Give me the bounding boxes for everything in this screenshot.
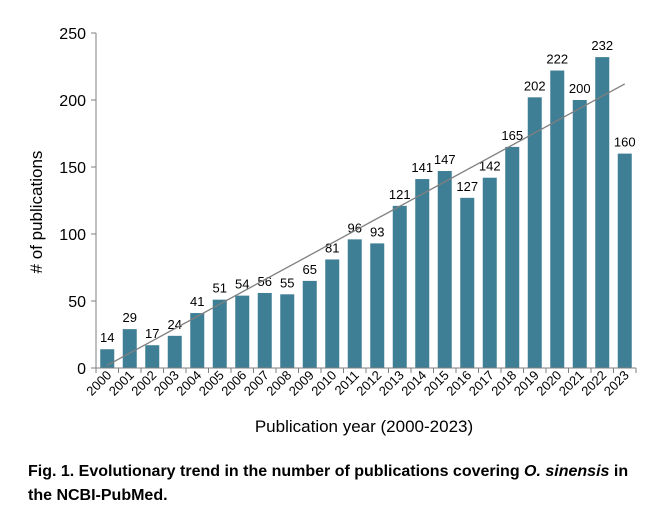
bar	[347, 239, 362, 368]
bar	[167, 335, 182, 368]
x-axis-ticks: 2000200120022003200420052006200720082009…	[83, 368, 637, 399]
bar	[392, 205, 407, 368]
data-label: 55	[280, 275, 294, 290]
data-label: 200	[569, 81, 591, 96]
bars	[100, 57, 632, 369]
bar	[505, 146, 520, 368]
data-label: 127	[456, 179, 478, 194]
bar	[370, 243, 385, 368]
bar	[122, 329, 137, 368]
bar	[190, 313, 205, 368]
caption-species: O. sinensis	[524, 463, 610, 480]
bar	[617, 153, 632, 368]
data-label: 222	[546, 52, 568, 67]
data-label: 14	[100, 330, 114, 345]
data-label: 160	[614, 135, 636, 150]
data-label: 24	[168, 317, 182, 332]
data-label: 41	[190, 294, 204, 309]
figure-caption: Fig. 1. Evolutionary trend in the number…	[28, 460, 643, 508]
y-tick-label: 250	[59, 26, 86, 43]
data-label: 142	[479, 159, 501, 174]
data-label: 141	[411, 160, 433, 175]
data-label: 65	[303, 262, 317, 277]
data-label: 232	[591, 38, 613, 53]
data-label: 96	[348, 220, 362, 235]
y-tick-label: 200	[59, 93, 86, 110]
bar	[550, 70, 565, 369]
bar	[145, 345, 160, 368]
bar	[460, 197, 475, 368]
trend-line	[106, 83, 626, 366]
data-label: 17	[145, 326, 159, 341]
y-tick-label: 0	[77, 361, 86, 378]
bar	[572, 100, 587, 368]
bar	[415, 179, 430, 368]
bar	[325, 259, 340, 368]
y-axis-title: # of publications	[27, 151, 46, 274]
data-label: 147	[434, 152, 456, 167]
bar	[482, 177, 497, 368]
data-label: 29	[123, 310, 137, 325]
y-tick-label: 100	[59, 227, 86, 244]
bar	[280, 294, 295, 368]
caption-prefix: Fig. 1. Evolutionary trend in the number…	[28, 463, 525, 480]
data-label: 54	[235, 277, 249, 292]
bar	[302, 280, 317, 368]
bar	[212, 299, 227, 368]
bar	[437, 171, 452, 368]
data-label: 165	[501, 128, 523, 143]
data-label: 51	[213, 281, 227, 296]
bar	[235, 295, 250, 368]
y-tick-label: 150	[59, 160, 86, 177]
data-label: 202	[524, 78, 546, 93]
data-label: 121	[389, 187, 411, 202]
data-label: 93	[370, 224, 384, 239]
caption-suffix: in the NCBI-PubMed.	[28, 463, 629, 504]
y-tick-label: 50	[68, 294, 86, 311]
bar	[257, 292, 272, 368]
bar	[595, 57, 610, 369]
x-axis-title: Publication year (2000-2023)	[255, 417, 473, 436]
y-axis-ticks: 0 50 100 150 200 250	[59, 26, 96, 378]
x-tick-label: 2023	[601, 368, 632, 399]
bar	[527, 97, 542, 368]
